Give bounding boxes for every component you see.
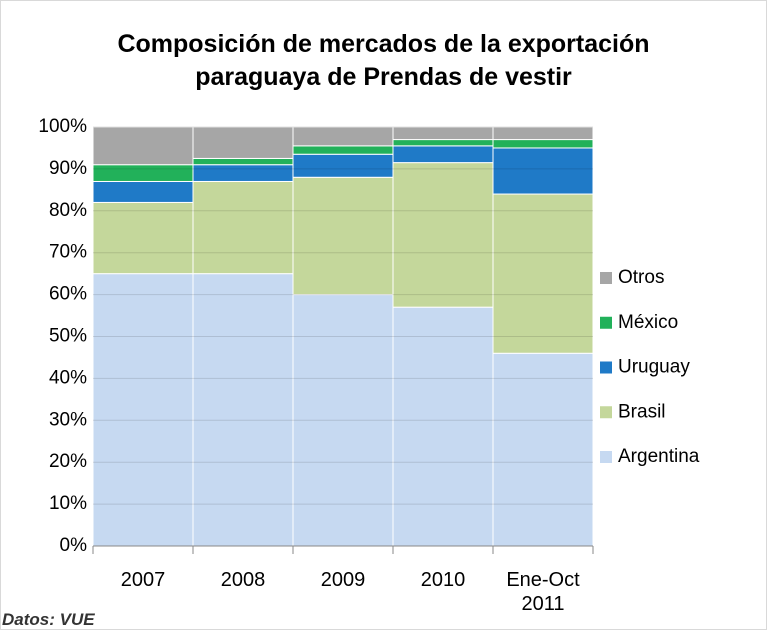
source: Datos: VUE bbox=[2, 610, 95, 629]
x-tick-label: 2008 bbox=[220, 569, 266, 591]
y-tick-label: 50% bbox=[49, 326, 87, 347]
bar-segment bbox=[92, 201, 194, 275]
bar-segment bbox=[492, 193, 594, 354]
bar-segment bbox=[292, 176, 394, 296]
bar-segment bbox=[192, 126, 294, 159]
bar-segment bbox=[392, 126, 494, 141]
y-tick-label: 30% bbox=[49, 409, 87, 430]
legend-label: Argentina bbox=[618, 446, 700, 467]
legend-swatch bbox=[600, 406, 612, 419]
bar-segment bbox=[392, 306, 494, 547]
bar-segment bbox=[192, 164, 294, 182]
bar-segment bbox=[92, 164, 194, 182]
bar-segment bbox=[392, 162, 494, 308]
y-tick-label: 0% bbox=[60, 535, 88, 556]
y-tick-label: 70% bbox=[49, 242, 87, 263]
bar-segment bbox=[92, 180, 194, 203]
y-tick-label: 60% bbox=[49, 284, 87, 305]
legend-label: Uruguay bbox=[618, 357, 690, 378]
legend-swatch bbox=[600, 272, 612, 284]
bar-segment bbox=[292, 126, 394, 147]
y-tick-label: 80% bbox=[49, 200, 87, 221]
x-tick-label: 2009 bbox=[320, 569, 366, 591]
bar-segment bbox=[292, 145, 394, 155]
legend-label: Brasil bbox=[618, 401, 666, 422]
legend-swatch bbox=[600, 316, 612, 329]
legend-swatch bbox=[600, 451, 612, 463]
bar-segment bbox=[492, 352, 594, 547]
bar-segment bbox=[92, 126, 194, 166]
chart-title: Composición de mercados de la exportació… bbox=[117, 30, 650, 91]
bar-segment bbox=[92, 273, 194, 547]
bar-segment bbox=[292, 153, 394, 178]
legend-swatch bbox=[600, 361, 612, 374]
y-tick-label: 10% bbox=[49, 493, 87, 514]
bar-segment bbox=[492, 147, 594, 195]
bar-segment bbox=[492, 139, 594, 149]
y-tick-label: 40% bbox=[49, 367, 87, 388]
bar-segment bbox=[192, 157, 294, 166]
x-tick-label: 2007 bbox=[120, 569, 166, 591]
x-tick-label: 2010 bbox=[420, 569, 466, 591]
legend-label: México bbox=[618, 312, 678, 333]
bar-segment bbox=[492, 126, 594, 141]
y-tick-label: 100% bbox=[38, 116, 87, 137]
bar-segment bbox=[192, 273, 294, 547]
legend-label: Otros bbox=[618, 267, 664, 288]
y-tick-label: 90% bbox=[49, 158, 87, 179]
bar-segment bbox=[192, 180, 294, 275]
bar-segment bbox=[392, 145, 494, 164]
y-tick-label: 20% bbox=[49, 451, 87, 472]
bar-segment bbox=[392, 139, 494, 147]
x-tick-label: Ene-Oct 2011 bbox=[506, 569, 580, 615]
